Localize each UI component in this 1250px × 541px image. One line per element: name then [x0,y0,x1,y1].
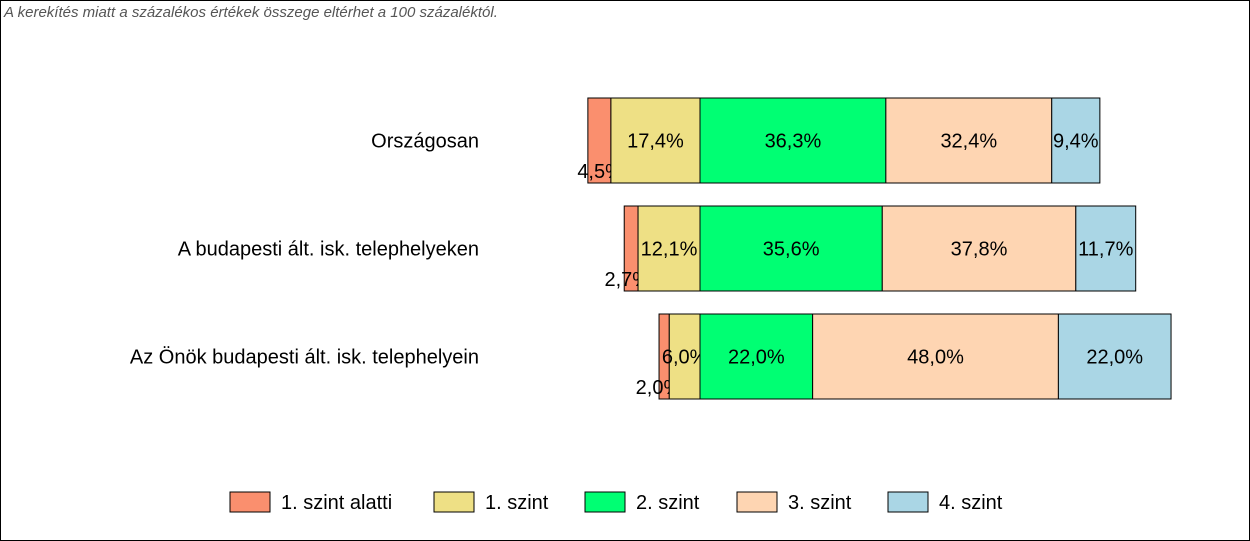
bar-segment [699,313,814,400]
rounding-note: A kerekítés miatt a százalékos értékek ö… [4,4,498,21]
bar-segment [1051,97,1101,184]
data-label: 9,4% [1053,131,1099,153]
category-label: A budapesti ált. isk. telephelyeken [178,239,479,261]
data-label: 12,1% [641,239,698,261]
bar-segment [1075,205,1137,292]
category-label: Az Önök budapesti ált. isk. telephelyein [130,347,479,369]
bar-segment [637,205,701,292]
data-label: 48,0% [907,347,964,369]
legend-swatch [229,491,271,513]
legend: 1. szint alatti 1. szint 2. szint 3. szint 4… [229,491,1003,514]
legend-label: 1. szint [485,492,549,514]
legend-swatch [736,491,778,513]
data-label: 6,0% [662,347,708,369]
bar-segment [699,97,887,184]
data-label: 32,4% [940,131,997,153]
legend-swatch [584,491,626,513]
bar-segment [1057,313,1172,400]
legend-label: 2. szint [636,492,700,514]
bar-segment [668,313,701,400]
data-label: 22,0% [1086,347,1143,369]
data-label: 35,6% [763,239,820,261]
bar-segment [881,205,1077,292]
data-label: 11,7% [1078,239,1133,261]
legend-label: 1. szint alatti [281,492,392,514]
category-label: Országosan [371,131,479,153]
data-label: 37,8% [951,239,1008,261]
bar-segment [812,313,1059,400]
bars-group: 4,5%17,4% 36,3% 32,4% 9,4%2,7%12,1% 35,6% 37,… [577,97,1172,400]
data-label: 36,3% [765,131,822,153]
bar-segment [885,97,1053,184]
legend-label: 3. szint [788,492,852,514]
bar-segment [699,205,883,292]
legend-swatch [433,491,475,513]
data-label: 17,4% [627,131,684,153]
legend-swatch [887,491,929,513]
category-labels: Országosan A budapesti ált. isk. telephel… [130,131,479,369]
legend-label: 4. szint [939,492,1003,514]
data-label: 22,0% [728,347,785,369]
